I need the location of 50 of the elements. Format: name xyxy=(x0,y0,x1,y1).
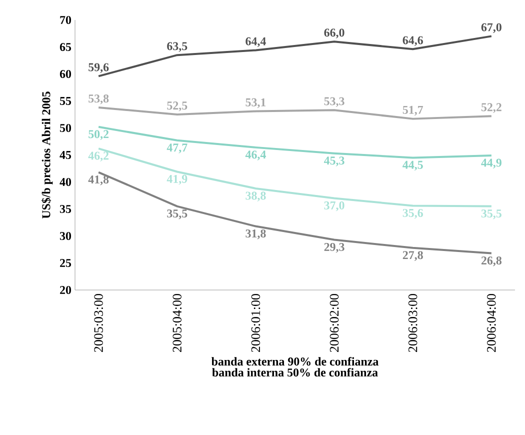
y-tick-label: 40 xyxy=(60,178,72,186)
x-tick-label: 2006:01:00 xyxy=(251,294,260,352)
data-label: 52,2 xyxy=(481,103,502,113)
data-label: 46,2 xyxy=(88,152,109,162)
y-tick-label: 65 xyxy=(60,42,72,52)
data-label: 53,3 xyxy=(324,97,344,107)
data-label: 50,2 xyxy=(88,130,109,140)
y-tick-label: 50 xyxy=(60,124,72,132)
data-label: 46,4 xyxy=(245,150,266,160)
data-label: 59,6 xyxy=(88,63,109,73)
y-tick-label: 25 xyxy=(60,258,72,268)
data-label: 64,4 xyxy=(246,37,266,48)
data-label: 35,6 xyxy=(402,208,423,219)
y-tick-label: 35 xyxy=(60,204,72,214)
x-tick-label: 2006:03:00 xyxy=(408,294,418,352)
data-label: 45,3 xyxy=(324,156,344,166)
data-label: 26,8 xyxy=(481,256,502,266)
data-label: 29,3 xyxy=(324,242,344,253)
data-label: 44,5 xyxy=(402,160,423,171)
data-label: 27,8 xyxy=(402,251,423,261)
data-label: 67,0 xyxy=(481,23,502,33)
data-label: 66,0 xyxy=(324,28,344,38)
x-tick-label: 2006:04:00 xyxy=(487,294,496,352)
x-tick-label: 2006:02:00 xyxy=(330,294,339,352)
data-label: 41,9 xyxy=(166,174,188,185)
y-tick-label: 70 xyxy=(60,16,72,24)
data-label: 37,0 xyxy=(324,201,344,212)
data-label: 31,8 xyxy=(246,229,266,240)
y-tick-label: 45 xyxy=(60,151,72,159)
data-label: 64,6 xyxy=(402,36,423,46)
y-tick-label: 20 xyxy=(60,286,72,294)
y-axis-title: US$/b precios Abril 2005 xyxy=(41,92,53,219)
y-tick-label: 60 xyxy=(60,70,72,78)
data-label: 52,5 xyxy=(167,102,188,112)
x-tick-label: 2005:04:00 xyxy=(172,294,182,352)
x-tick-label: 2005:03:00 xyxy=(94,294,103,352)
data-label: 53,8 xyxy=(88,94,109,104)
y-tick-label: 30 xyxy=(60,232,72,240)
data-label: 53,1 xyxy=(246,98,266,108)
data-label: 47,7 xyxy=(166,144,188,154)
data-label: 35,5 xyxy=(167,209,188,220)
x-axis-title: banda externa 90% de confianza xyxy=(211,357,378,366)
data-label: 35,5 xyxy=(481,209,502,220)
data-label: 41,8 xyxy=(88,175,109,186)
data-label: 44,9 xyxy=(481,158,502,168)
y-tick-label: 55 xyxy=(60,97,72,105)
data-label: 51,7 xyxy=(402,106,424,116)
data-label: 38,8 xyxy=(246,192,266,202)
text: banda interna 50% de confianza xyxy=(212,368,378,377)
data-label: 63,5 xyxy=(167,42,188,52)
